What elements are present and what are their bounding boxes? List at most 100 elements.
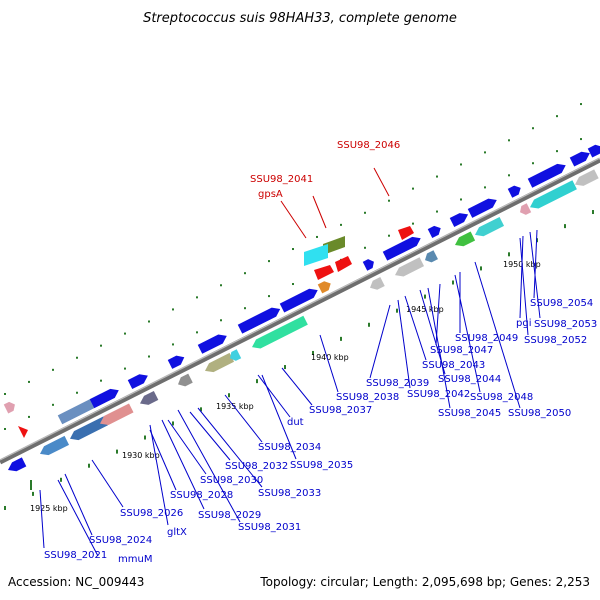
track-dot bbox=[556, 115, 558, 118]
gene-arrow bbox=[127, 374, 148, 390]
track-dot bbox=[480, 266, 482, 271]
track-dot bbox=[172, 421, 174, 426]
track-dot bbox=[340, 336, 342, 341]
track-dot bbox=[144, 435, 146, 440]
track-dot bbox=[268, 295, 270, 298]
track-dot bbox=[460, 198, 462, 201]
track-dot bbox=[484, 186, 486, 189]
gene-label-ssu98-2048[interactable]: SSU98_2048 bbox=[470, 392, 533, 403]
gene-arrow bbox=[89, 388, 119, 409]
gene-label-leaders bbox=[39, 229, 541, 557]
track-dot bbox=[196, 331, 198, 334]
gene-arrow bbox=[575, 169, 599, 186]
track-dot bbox=[4, 392, 6, 395]
gene-label-ssu98-2031[interactable]: SSU98_2031 bbox=[238, 522, 301, 533]
gene-label-ssu98-2041[interactable]: SSU98_2041 bbox=[250, 174, 313, 185]
gene-label-ssu98-2042[interactable]: SSU98_2042 bbox=[407, 389, 470, 400]
track-dot bbox=[172, 308, 174, 311]
track-dot bbox=[228, 393, 230, 398]
gene-label-ssu98-2049[interactable]: SSU98_2049 bbox=[455, 333, 518, 344]
gene-arrow bbox=[520, 203, 532, 215]
kbp-label: 1940 kbp bbox=[311, 353, 349, 362]
track-dot bbox=[388, 234, 390, 237]
gene-arrow bbox=[317, 281, 331, 294]
gene-arrow bbox=[395, 257, 425, 277]
gene-arrow bbox=[140, 390, 159, 405]
gene-label-ssu98-2047[interactable]: SSU98_2047 bbox=[430, 345, 493, 356]
gene-arrow bbox=[197, 334, 227, 354]
gene-arrow-cyan bbox=[304, 244, 328, 266]
gene-arrow bbox=[230, 349, 242, 361]
track-dot bbox=[412, 222, 414, 225]
track-dot bbox=[100, 344, 102, 347]
track-dot bbox=[364, 246, 366, 249]
gene-arrow bbox=[40, 435, 70, 456]
accession-label: Accession: NC_009443 bbox=[8, 575, 144, 589]
track-dot bbox=[592, 210, 594, 215]
track-dot bbox=[244, 307, 246, 310]
gene-track bbox=[3, 144, 600, 472]
track-dot bbox=[172, 343, 174, 346]
gene-arrow-red bbox=[314, 265, 334, 280]
gene-label-ssu98-2054[interactable]: SSU98_2054 bbox=[530, 298, 593, 309]
gene-label-dut[interactable]: dut bbox=[287, 417, 304, 428]
gene-label-ssu98-2052[interactable]: SSU98_2052 bbox=[524, 335, 587, 346]
gene-label-ssu98-2039[interactable]: SSU98_2039 bbox=[366, 378, 429, 389]
track-dot bbox=[268, 260, 270, 263]
gene-label-ssu98-2043[interactable]: SSU98_2043 bbox=[422, 360, 485, 371]
gene-arrow bbox=[70, 416, 108, 441]
gene-label-ssu98-2045[interactable]: SSU98_2045 bbox=[438, 408, 501, 419]
track-dot bbox=[508, 139, 510, 142]
track-dot bbox=[508, 174, 510, 177]
gene-arrow bbox=[252, 315, 308, 349]
gene-arrow bbox=[167, 355, 185, 369]
genome-summary: Topology: circular; Length: 2,095,698 bp… bbox=[259, 575, 590, 589]
gene-label-ssu98-2028[interactable]: SSU98_2028 bbox=[170, 490, 233, 501]
gene-label-ssu98-2026[interactable]: SSU98_2026 bbox=[120, 508, 183, 519]
gene-label-ssu98-2053[interactable]: SSU98_2053 bbox=[534, 319, 597, 330]
gene-arrow bbox=[467, 198, 497, 218]
gene-label-ssu98-2021[interactable]: SSU98_2021 bbox=[44, 550, 107, 561]
track-dot bbox=[396, 308, 398, 313]
gene-arrow-red bbox=[398, 226, 414, 240]
track-dot bbox=[200, 407, 202, 412]
track-dot bbox=[148, 320, 150, 323]
gene-arrow bbox=[362, 259, 374, 271]
gene-label-pgi[interactable]: pgi bbox=[516, 318, 531, 329]
gene-label-ssu98-2044[interactable]: SSU98_2044 bbox=[438, 374, 501, 385]
track-dot bbox=[508, 252, 510, 257]
track-dot bbox=[412, 187, 414, 190]
track-dot bbox=[100, 379, 102, 382]
kbp-scale: 1925 kbp 1930 kbp 1935 kbp 1940 kbp 1945… bbox=[30, 260, 541, 513]
gene-arrow bbox=[370, 277, 385, 290]
track-dot bbox=[196, 296, 198, 299]
gene-label-mmum[interactable]: mmuM bbox=[118, 554, 152, 565]
gene-label-ssu98-2029[interactable]: SSU98_2029 bbox=[198, 510, 261, 521]
gene-label-ssu98-2033[interactable]: SSU98_2033 bbox=[258, 488, 321, 499]
gene-arrow bbox=[8, 457, 27, 472]
gene-label-ssu98-2034[interactable]: SSU98_2034 bbox=[258, 442, 321, 453]
track-dot bbox=[76, 391, 78, 394]
track-dot bbox=[340, 223, 342, 226]
gene-arrow bbox=[178, 373, 193, 387]
gene-label-ssu98-2024[interactable]: SSU98_2024 bbox=[89, 535, 152, 546]
track-dot bbox=[556, 150, 558, 153]
gene-label-gltx[interactable]: gltX bbox=[167, 527, 187, 538]
track-dot bbox=[32, 491, 34, 496]
track-dot bbox=[292, 248, 294, 251]
gene-label-ssu98-2032[interactable]: SSU98_2032 bbox=[225, 461, 288, 472]
gene-label-ssu98-2050[interactable]: SSU98_2050 bbox=[508, 408, 571, 419]
gene-label-ssu98-2035[interactable]: SSU98_2035 bbox=[290, 460, 353, 471]
gene-arrow-olive bbox=[323, 236, 345, 255]
track-dot bbox=[436, 175, 438, 178]
track-dot bbox=[532, 127, 534, 130]
track-dot bbox=[316, 235, 318, 238]
gene-label-ssu98-2046[interactable]: SSU98_2046 bbox=[337, 140, 400, 151]
gene-label-ssu98-2037[interactable]: SSU98_2037 bbox=[309, 405, 372, 416]
track-dot bbox=[580, 103, 582, 106]
gene-label-ssu98-2030[interactable]: SSU98_2030 bbox=[200, 475, 263, 486]
gene-label-gpsa[interactable]: gpsA bbox=[258, 189, 283, 200]
track-dot bbox=[436, 210, 438, 213]
track-dot bbox=[284, 365, 286, 370]
gene-label-ssu98-2038[interactable]: SSU98_2038 bbox=[336, 392, 399, 403]
